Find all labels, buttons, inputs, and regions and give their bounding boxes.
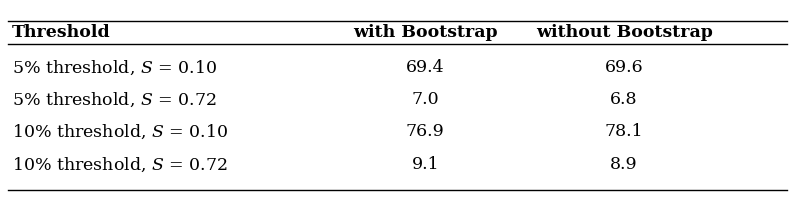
- Text: 5% threshold, $S$ = 0.10: 5% threshold, $S$ = 0.10: [12, 59, 217, 77]
- Text: with Bootstrap: with Bootstrap: [353, 24, 498, 41]
- Text: 10% threshold, $S$ = 0.72: 10% threshold, $S$ = 0.72: [12, 155, 227, 174]
- Text: 9.1: 9.1: [412, 156, 439, 173]
- Text: 6.8: 6.8: [611, 91, 638, 108]
- Text: 78.1: 78.1: [605, 124, 643, 140]
- Text: 10% threshold, $S$ = 0.10: 10% threshold, $S$ = 0.10: [12, 123, 228, 141]
- Text: 76.9: 76.9: [406, 124, 444, 140]
- Text: 5% threshold, $S$ = 0.72: 5% threshold, $S$ = 0.72: [12, 90, 216, 109]
- Text: 69.6: 69.6: [605, 59, 643, 76]
- Text: Threshold: Threshold: [12, 24, 111, 41]
- Text: without Bootstrap: without Bootstrap: [536, 24, 712, 41]
- Text: 8.9: 8.9: [611, 156, 638, 173]
- Text: 7.0: 7.0: [412, 91, 439, 108]
- Text: 69.4: 69.4: [406, 59, 444, 76]
